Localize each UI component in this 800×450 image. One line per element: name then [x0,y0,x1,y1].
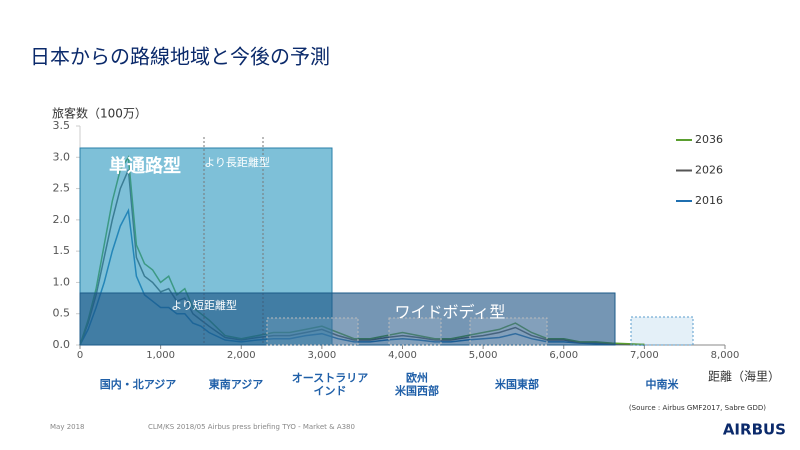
x-tick-label: 1,000 [146,350,175,361]
y-tick-label: 1.0 [53,275,71,288]
y-tick-label: 0.5 [53,307,71,320]
region-label: 中南米 [646,377,680,391]
source: (Source : Airbus GMF2017, Sabre GDD) [629,404,766,412]
region-label: 米国東部 [494,377,539,391]
y-tick-label: 2.5 [53,182,71,195]
x-tick-label: 3,000 [308,350,337,361]
x-axis-label: 距離（海里） [708,369,780,384]
x-tick-label: 0 [77,350,83,361]
footer-date: May 2018 [50,423,85,431]
logo: AIRBUS [723,421,786,439]
region-box [388,317,442,346]
widebody-box [79,292,616,346]
region-label: 欧州 [406,371,428,385]
y-axis-label: 旅客数（100万） [52,106,147,121]
footer-ref: CLM/KS 2018/05 Airbus press briefing TYO… [148,423,355,431]
x-tick-label: 8,000 [711,350,740,361]
region-label: オーストラリア [292,372,368,385]
legend-label: 2036 [695,133,723,146]
annotation: より短距離型 [171,298,237,312]
y-tick-label: 0.0 [53,338,71,351]
region-label: インド [314,385,347,398]
legend-label: 2026 [695,164,723,177]
x-tick-label: 6,000 [549,350,578,361]
region-box [469,317,548,346]
annotation: ワイドボディ型 [395,303,506,322]
x-tick-label: 4,000 [388,350,417,361]
y-tick-label: 1.5 [53,244,71,257]
slide-title: 日本からの路線地域と今後の予測 [30,45,330,69]
region-box [266,317,359,346]
y-tick-label: 3.0 [53,150,71,163]
y-tick-label: 2.0 [53,213,71,226]
annotation: 単通路型 [109,155,181,177]
y-tick-label: 3.5 [53,119,71,132]
region-label: 米国西部 [394,384,439,398]
region-box [630,316,694,346]
legend-label: 2016 [695,194,723,207]
x-tick-label: 5,000 [469,350,498,361]
x-tick-label: 7,000 [630,350,659,361]
annotation: より長距離型 [204,155,270,169]
x-tick-label: 2,000 [227,350,256,361]
region-label: 東南アジア [209,377,264,391]
region-label: 国内・北アジア [100,377,177,391]
